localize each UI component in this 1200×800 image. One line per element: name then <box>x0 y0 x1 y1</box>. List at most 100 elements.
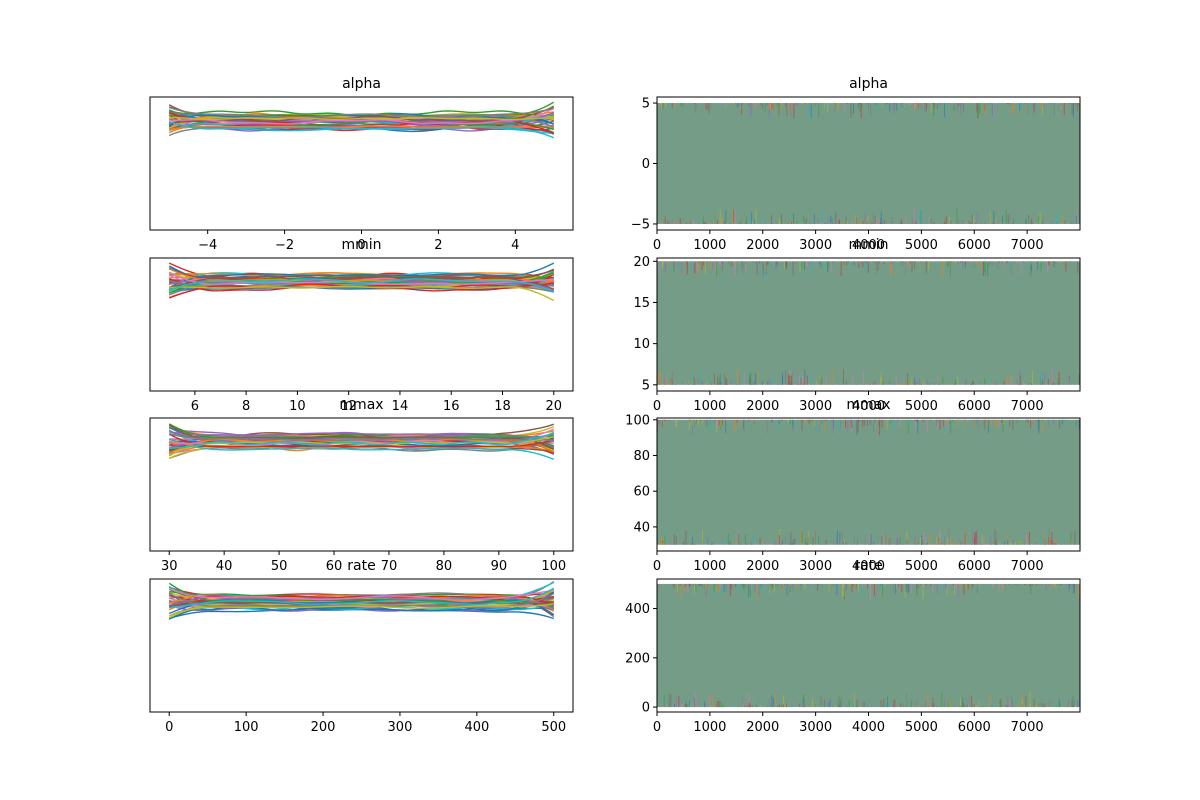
trace-fill <box>657 261 1080 385</box>
x-tick-label: 5000 <box>905 399 938 414</box>
x-tick-label: 8 <box>242 399 250 414</box>
subplot-mmax-trace: 0 1000 2000 3000 4000 5000 6000 7000 40 60 80 100 mm… <box>625 397 1081 574</box>
x-tick-label: 0 <box>653 559 661 574</box>
x-tick-label: 50 <box>271 559 288 574</box>
x-tick-label: 200 <box>311 720 336 735</box>
x-tick-label: 4000 <box>852 399 885 414</box>
x-tick-label: 7000 <box>1011 238 1044 253</box>
density-curve <box>169 116 554 121</box>
x-tick-label: 7000 <box>1011 720 1044 735</box>
density-curve <box>169 431 555 447</box>
x-tick-label: 4000 <box>852 238 885 253</box>
density-curve <box>169 587 555 609</box>
x-tick-label: 30 <box>161 559 178 574</box>
y-tick-label: 100 <box>625 413 650 428</box>
x-tick-label: 2000 <box>746 238 779 253</box>
x-tick-label: −4 <box>198 238 217 253</box>
subplot-title: alpha <box>849 76 888 92</box>
density-curve <box>169 285 555 302</box>
subplot-title: mmin <box>848 237 888 253</box>
plot-area <box>168 581 555 620</box>
density-curve <box>168 587 554 601</box>
y-tick-label: 200 <box>625 651 650 666</box>
x-tick-label: 5000 <box>905 720 938 735</box>
x-tick-label: 4000 <box>852 559 885 574</box>
x-tick-label: 12 <box>340 399 357 414</box>
x-tick-label: 6000 <box>958 559 991 574</box>
subplot-title: rate <box>854 558 882 574</box>
x-tick-label: 3000 <box>799 720 832 735</box>
x-tick-label: 1000 <box>693 720 726 735</box>
y-tick-label: 15 <box>633 296 650 311</box>
x-tick-label: 40 <box>216 559 233 574</box>
x-tick-label: −2 <box>275 238 294 253</box>
subplot-title: mmax <box>846 397 890 413</box>
x-tick-label: 500 <box>541 720 566 735</box>
x-tick-label: 2000 <box>746 399 779 414</box>
axes-frame <box>149 257 574 392</box>
x-tick-label: 6000 <box>958 720 991 735</box>
x-tick-label: 80 <box>436 559 453 574</box>
x-tick-label: 14 <box>392 399 409 414</box>
x-tick-label: 100 <box>541 559 566 574</box>
plot-area <box>657 419 1080 545</box>
density-curve <box>168 113 555 127</box>
x-tick-label: 60 <box>326 559 343 574</box>
x-tick-label: 1000 <box>693 559 726 574</box>
density-curve <box>168 262 555 289</box>
x-tick-label: 0 <box>653 720 661 735</box>
density-curve <box>169 107 555 125</box>
subplot-title: mmax <box>339 397 383 413</box>
x-tick-label: 6000 <box>958 399 991 414</box>
x-tick-label: 0 <box>357 238 365 253</box>
plot-area <box>657 103 1080 224</box>
y-tick-label: 80 <box>633 449 650 464</box>
x-tick-label: 7000 <box>1011 559 1044 574</box>
y-tick-label: 0 <box>642 701 650 716</box>
density-curve <box>168 268 554 282</box>
density-curve <box>169 273 555 291</box>
density-curve <box>168 106 554 119</box>
y-tick-label: 20 <box>633 255 650 270</box>
density-curve <box>169 275 555 291</box>
subplot-rate-trace: 0 1000 2000 3000 4000 5000 6000 7000 0 200 400 rate <box>625 558 1081 735</box>
x-tick-label: 6000 <box>958 238 991 253</box>
x-tick-label: 4 <box>511 238 519 253</box>
x-tick-label: 2 <box>434 238 442 253</box>
density-curve <box>169 432 555 450</box>
density-curve <box>168 121 555 139</box>
x-tick-label: 5000 <box>905 559 938 574</box>
x-tick-label: 90 <box>491 559 508 574</box>
density-curve <box>168 603 554 617</box>
x-tick-label: 3000 <box>799 238 832 253</box>
x-tick-label: 1000 <box>693 399 726 414</box>
x-tick-label: 20 <box>545 399 562 414</box>
y-tick-label: 5 <box>642 378 650 393</box>
plot-area <box>168 423 555 461</box>
x-tick-label: 7000 <box>1011 399 1044 414</box>
x-tick-label: 5000 <box>905 238 938 253</box>
x-tick-label: 0 <box>653 238 661 253</box>
x-tick-label: 400 <box>464 720 489 735</box>
axes-frame <box>149 417 574 552</box>
x-tick-label: 4000 <box>852 720 885 735</box>
y-tick-label: 60 <box>633 485 650 500</box>
trace-fill <box>657 419 1080 545</box>
x-tick-label: 0 <box>653 399 661 414</box>
y-tick-label: −5 <box>631 217 650 232</box>
subplot-title: rate <box>347 558 375 574</box>
trace-fill <box>657 103 1080 224</box>
x-tick-label: 18 <box>494 399 511 414</box>
density-curve <box>168 438 555 461</box>
x-tick-label: 300 <box>388 720 413 735</box>
x-tick-label: 3000 <box>799 399 832 414</box>
x-tick-label: 70 <box>381 559 398 574</box>
axes-frame <box>149 578 574 713</box>
subplot-rate-kde-density: 0 100 200 300 400 500 rate <box>149 558 574 735</box>
density-curve <box>168 433 554 448</box>
plot-area <box>168 262 555 302</box>
x-tick-label: 16 <box>443 399 460 414</box>
